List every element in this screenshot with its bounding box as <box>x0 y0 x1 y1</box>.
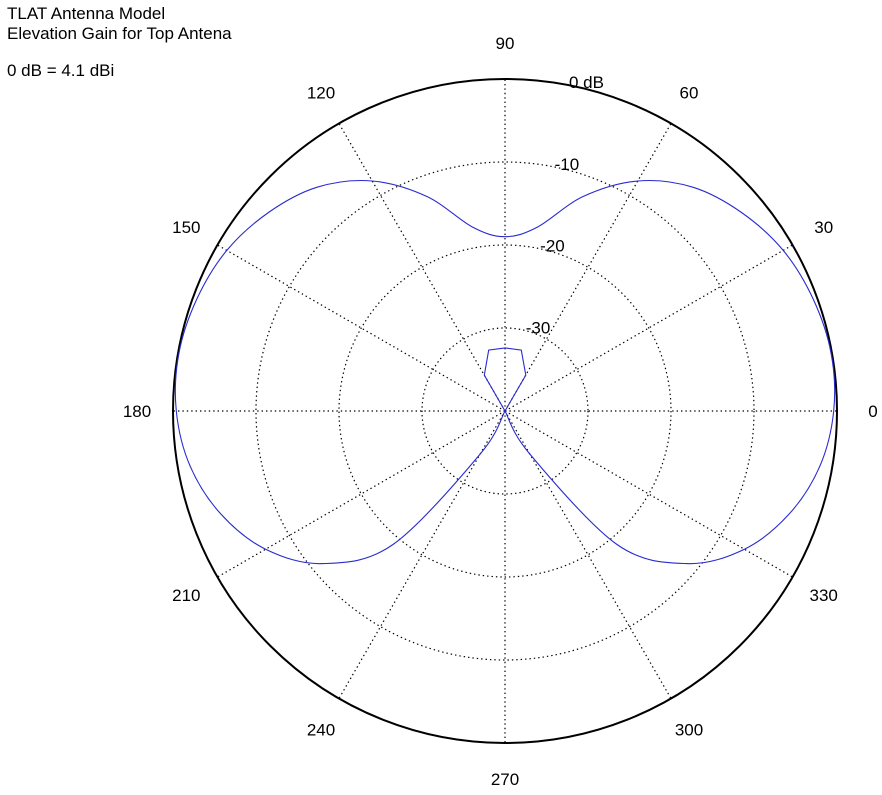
angle-label-150: 150 <box>172 218 200 237</box>
angle-label-30: 30 <box>814 218 833 237</box>
ring-label: -30 <box>526 318 551 337</box>
angle-label-270: 270 <box>491 770 519 789</box>
ring--30 <box>421 327 589 495</box>
gain-trace-1 <box>174 179 836 565</box>
angle-label-330: 330 <box>810 586 838 605</box>
ring--10 <box>255 161 755 661</box>
ring-label: -10 <box>555 155 580 174</box>
outer-ring <box>172 78 838 744</box>
reference-note: 0 dB = 4.1 dBi <box>7 61 115 80</box>
ring--20 <box>338 244 672 578</box>
angle-label-240: 240 <box>307 721 335 740</box>
angle-label-90: 90 <box>496 34 515 53</box>
angle-label-180: 180 <box>123 402 151 421</box>
spoke-210 <box>217 410 506 578</box>
ring-label: -20 <box>540 237 565 256</box>
angle-label-0: 0 <box>868 402 877 421</box>
ring-label: 0 dB <box>569 73 604 92</box>
angle-label-210: 210 <box>172 586 200 605</box>
spoke-120 <box>338 123 506 412</box>
chart-subtitle: Elevation Gain for Top Antena <box>7 24 232 43</box>
spoke-60 <box>504 123 672 412</box>
spoke-330 <box>504 410 793 578</box>
chart-title: TLAT Antenna Model <box>7 4 166 23</box>
angle-label-300: 300 <box>675 721 703 740</box>
gain-trace-2 <box>483 347 527 412</box>
angle-label-60: 60 <box>680 83 699 102</box>
angle-label-120: 120 <box>307 83 335 102</box>
